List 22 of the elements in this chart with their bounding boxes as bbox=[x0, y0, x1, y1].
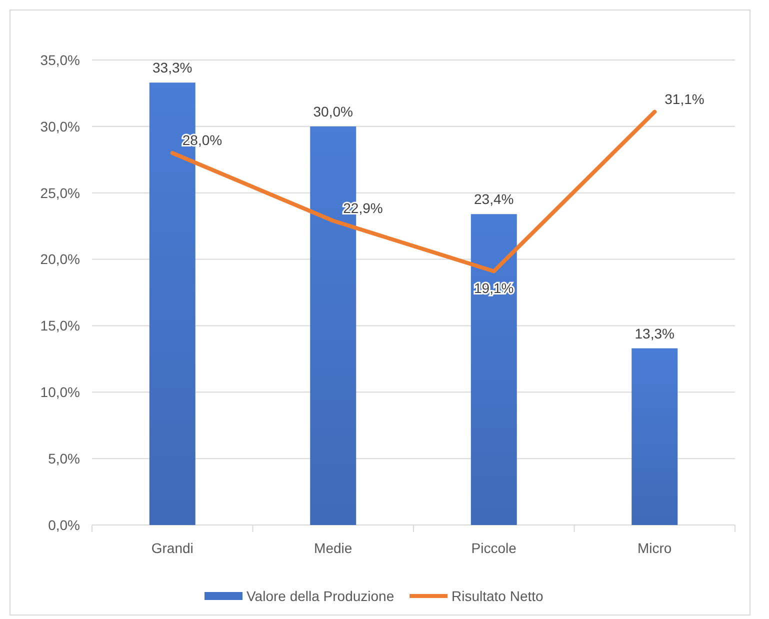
y-tick-label: 25,0% bbox=[40, 184, 80, 201]
y-tick-label: 30,0% bbox=[40, 118, 80, 134]
x-tick-label: Micro bbox=[638, 540, 672, 556]
data-label: 30,0% bbox=[313, 103, 353, 120]
bar bbox=[470, 214, 517, 525]
data-label: 19,1% bbox=[474, 280, 514, 296]
x-tick-label: Grandi bbox=[151, 540, 194, 556]
data-label: 31,1% bbox=[664, 90, 704, 107]
y-tick-label: 0,0% bbox=[48, 516, 80, 533]
y-tick-label: 35,0% bbox=[40, 52, 80, 68]
y-tick-label: 10,0% bbox=[40, 384, 80, 400]
x-tick-label: Piccole bbox=[471, 540, 517, 556]
bar bbox=[632, 348, 678, 525]
data-label: 33,3% bbox=[152, 60, 192, 76]
data-label: 13,3% bbox=[634, 325, 674, 342]
y-tick-label: 15,0% bbox=[40, 318, 80, 334]
y-tick-label: 5,0% bbox=[48, 450, 80, 466]
x-tick-label: Medie bbox=[314, 540, 352, 556]
legend-label: Valore della Produzione bbox=[246, 588, 394, 604]
legend-label: Risultato Netto bbox=[452, 588, 544, 604]
data-label: 23,4% bbox=[474, 191, 514, 208]
y-tick-label: 20,0% bbox=[40, 251, 80, 268]
